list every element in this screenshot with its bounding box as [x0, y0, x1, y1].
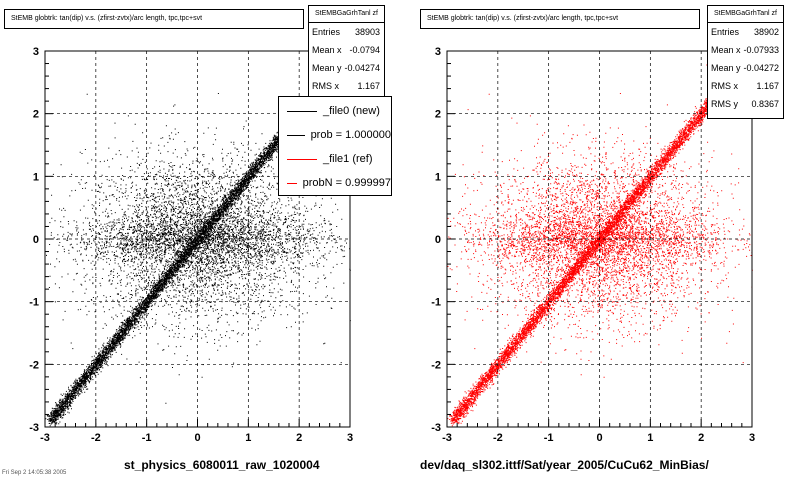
right-rmsx-value: 1.167: [756, 81, 779, 91]
right-rmsy-label: RMS y: [711, 99, 738, 109]
left-entries-value: 38903: [354, 27, 380, 37]
right-footer-label: dev/daq_sl302.ittf/Sat/year_2005/CuCu62_…: [420, 458, 709, 472]
legend-label-file1: _file1 (ref): [323, 153, 373, 165]
left-x-tick-label: 1: [245, 432, 251, 444]
right-meany-label: Mean y: [711, 63, 741, 73]
left-legend: _file0 (new) prob = 1.000000 _file1 (ref…: [278, 96, 392, 196]
left-title-box: StEMB globtrk: tan(dip) v.s. (zfirst-zvt…: [4, 9, 304, 29]
left-y-tick-label: -1: [29, 297, 39, 309]
right-x-tick-label: 3: [749, 432, 755, 444]
left-y-tick-label: 3: [33, 46, 39, 58]
left-y-tick-label: -2: [29, 359, 39, 371]
left-x-tick-label: 2: [296, 432, 302, 444]
right-meany-value: -0.04272: [743, 63, 779, 73]
right-x-tick-label: 0: [596, 432, 602, 444]
left-entries-label: Entries: [312, 27, 341, 37]
left-y-tick-label: 0: [33, 234, 39, 246]
right-title-box: StEMB globtrk: tan(dip) v.s. (zfirst-zvt…: [420, 9, 700, 29]
left-stats-name: StEMBGaGrhTanl zf: [309, 6, 384, 23]
legend-swatch-prob: [287, 134, 305, 136]
legend-label-prob: prob = 1.000000: [310, 129, 391, 141]
left-footer-label: st_physics_6080011_raw_1020004: [124, 458, 320, 472]
right-x-tick-label: -1: [544, 432, 554, 444]
legend-swatch-probn: [287, 182, 297, 184]
left-y-tick-label: 1: [33, 171, 39, 183]
left-meanx-label: Mean x: [312, 45, 342, 55]
right-y-tick-label: 0: [435, 234, 441, 246]
left-x-tick-label: 3: [347, 432, 353, 444]
left-x-tick-label: -3: [40, 432, 50, 444]
right-x-tick-label: -3: [442, 432, 452, 444]
left-meany-value: -0.04274: [344, 63, 380, 73]
right-rmsx-label: RMS x: [711, 81, 738, 91]
right-stats-box: StEMBGaGrhTanl zf Entries 38902 Mean x -0.…: [707, 5, 784, 119]
right-x-tick-label: 1: [647, 432, 653, 444]
right-entries-label: Entries: [711, 27, 740, 37]
right-meanx-label: Mean x: [711, 45, 741, 55]
left-meany-label: Mean y: [312, 63, 342, 73]
right-y-tick-label: 2: [435, 109, 441, 121]
legend-entry-prob: prob = 1.000000: [279, 123, 391, 147]
left-scatter-points: [45, 93, 351, 427]
right-stats-name: StEMBGaGrhTanl zf: [708, 6, 783, 23]
left-x-tick-label: -2: [91, 432, 101, 444]
left-meanx-value: -0.0794: [349, 45, 380, 55]
left-x-tick-label: -1: [142, 432, 152, 444]
left-rmsx-value: 1.167: [357, 81, 380, 91]
right-y-tick-label: 1: [435, 171, 441, 183]
right-y-tick-label: 3: [435, 46, 441, 58]
legend-swatch-file1: [287, 158, 317, 160]
legend-label-probn: probN = 0.999997: [302, 177, 391, 189]
left-y-tick-label: -3: [29, 422, 39, 434]
left-x-tick-label: 0: [194, 432, 200, 444]
left-stats-box: StEMBGaGrhTanl zf Entries 38903 Mean x -0.…: [308, 5, 385, 101]
right-x-tick-label: 2: [698, 432, 704, 444]
right-scatter-points: [447, 64, 753, 427]
right-entries-value: 38902: [753, 27, 779, 37]
right-y-tick-label: -1: [431, 297, 441, 309]
corner-timestamp: Fri Sep 2 14:05:38 2005: [2, 470, 67, 476]
legend-swatch-file0: [287, 110, 317, 112]
right-x-tick-label: -2: [493, 432, 503, 444]
legend-entry-probn: probN = 0.999997: [279, 171, 391, 195]
right-rmsy-value: 0.8367: [751, 99, 779, 109]
right-meanx-value: -0.07933: [743, 45, 779, 55]
left-rmsx-label: RMS x: [312, 81, 339, 91]
right-y-tick-label: -2: [431, 359, 441, 371]
legend-entry-file1: _file1 (ref): [279, 147, 391, 171]
right-y-tick-label: -3: [431, 422, 441, 434]
legend-entry-file0: _file0 (new): [279, 99, 391, 123]
legend-label-file0: _file0 (new): [323, 105, 380, 117]
left-y-tick-label: 2: [33, 109, 39, 121]
